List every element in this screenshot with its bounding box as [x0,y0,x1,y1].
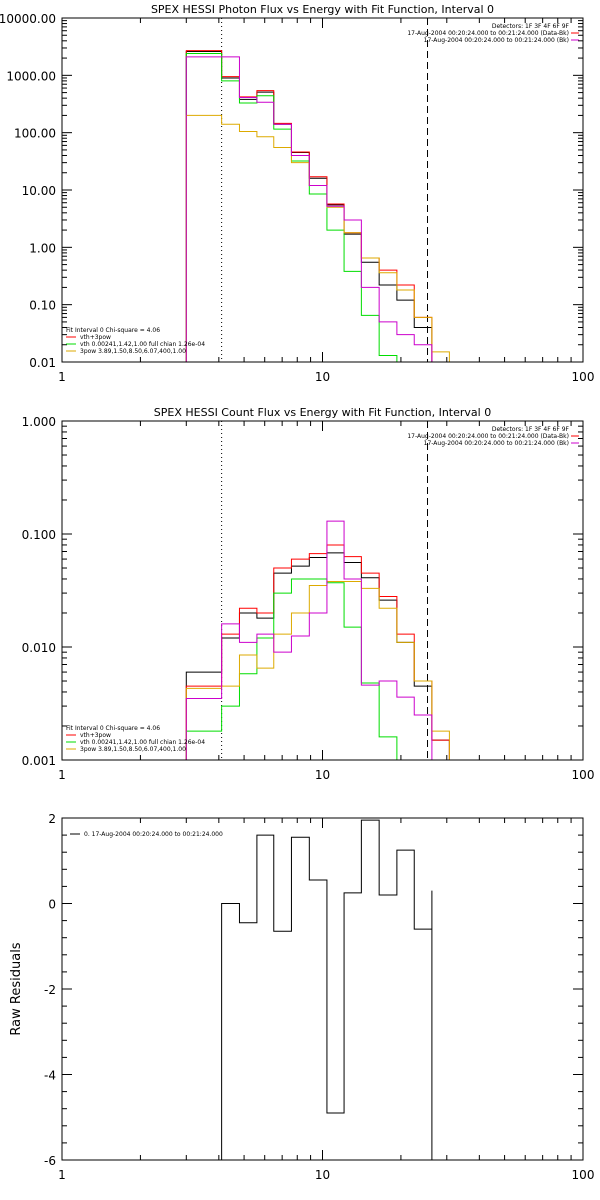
series-line-0 [221,819,433,1160]
y-tick-label: 2 [48,812,56,826]
chart-panel-2: Raw Residuals 1 10 100 -6 -4 -2 0 2 0. 17-Aug-200… [9,812,594,1182]
series-line-2 [185,578,450,760]
series-line-3 [185,114,450,362]
header-text: 17-Aug-2004 00:20:24.000 to 00:21:24.000… [407,30,569,37]
legend-entry: vth+3pow [80,732,111,739]
series-line-1 [185,544,450,760]
legend-entry: 0. 17-Aug-2004 00:20:24.000 to 00:21:24.… [84,831,223,838]
series-line-0 [185,51,450,362]
x-tick-label: 100 [572,768,595,782]
header-text: 17-Aug-2004 00:20:24.000 to 00:21:24.000… [424,440,569,447]
x-tick-label: 10 [315,768,330,782]
y-tick-label: 1000.00 [6,69,56,83]
chart-title: SPEX HESSI Count Flux vs Energy with Fit… [154,406,491,419]
x-tick-label: 1 [58,1168,66,1182]
y-axis-label: Raw Residuals [9,942,24,1035]
series-line-4 [185,520,450,760]
x-tick-label: 100 [572,1168,595,1182]
header-text: 17-Aug-2004 00:20:24.000 to 00:21:24.000… [424,37,569,44]
plot-frame [61,817,584,1161]
y-tick-label: -2 [44,983,56,997]
legend-entry: 3pow 3.89,1.50,8.50,6.07,400,1.00 [80,348,186,355]
legend-entry: vth 0.00241,1.42,1.00 full chian 1.26e-0… [80,341,205,348]
y-tick-label: 1.00 [29,241,56,255]
header-text: Detectors: 1F 3F 4F 6F 9F [492,23,570,30]
chart-panel-0: SPEX HESSI Photon Flux vs Energy with Fi… [0,3,594,384]
y-tick-label: 0.01 [29,356,56,370]
x-tick-label: 10 [315,370,330,384]
plot-frame [61,17,584,363]
y-tick-label: -4 [44,1069,56,1083]
legend-entry: vth+3pow [80,334,111,341]
series-line-1 [185,50,450,362]
chart-panel-1: SPEX HESSI Count Flux vs Energy with Fit… [22,406,595,782]
y-tick-label: 0.10 [29,299,56,313]
y-tick-label: 0.001 [22,754,56,768]
y-tick-label: 0.100 [22,528,56,542]
legend-header: Fit Interval 0 Chi-square = 4.06 [66,725,160,732]
y-tick-label: -6 [44,1154,56,1168]
plot-frame [61,420,584,761]
y-tick-label: 0.010 [22,641,56,655]
chart-title: SPEX HESSI Photon Flux vs Energy with Fi… [151,3,494,16]
legend-header: Fit Interval 0 Chi-square = 4.06 [66,327,160,334]
y-tick-label: 0 [48,898,56,912]
legend-entry: vth 0.00241,1.42,1.00 full chian 1.26e-0… [80,739,205,746]
x-tick-label: 100 [572,370,595,384]
y-tick-label: 10.00 [22,184,56,198]
x-tick-label: 1 [58,768,66,782]
y-tick-label: 10000.00 [0,12,56,26]
series-line-4 [185,56,450,362]
y-tick-label: 100.00 [14,127,56,141]
series-line-0 [185,552,450,760]
x-tick-label: 10 [315,1168,330,1182]
x-tick-label: 1 [58,370,66,384]
legend-entry: 3pow 3.89,1.50,8.50,6.07,400,1.00 [80,746,186,753]
series-line-2 [185,53,450,362]
y-tick-label: 1.000 [22,415,56,429]
header-text: Detectors: 1F 3F 4F 6F 9F [492,426,570,433]
header-text: 17-Aug-2004 00:20:24.000 to 00:21:24.000… [407,433,569,440]
series-line-3 [185,580,450,760]
